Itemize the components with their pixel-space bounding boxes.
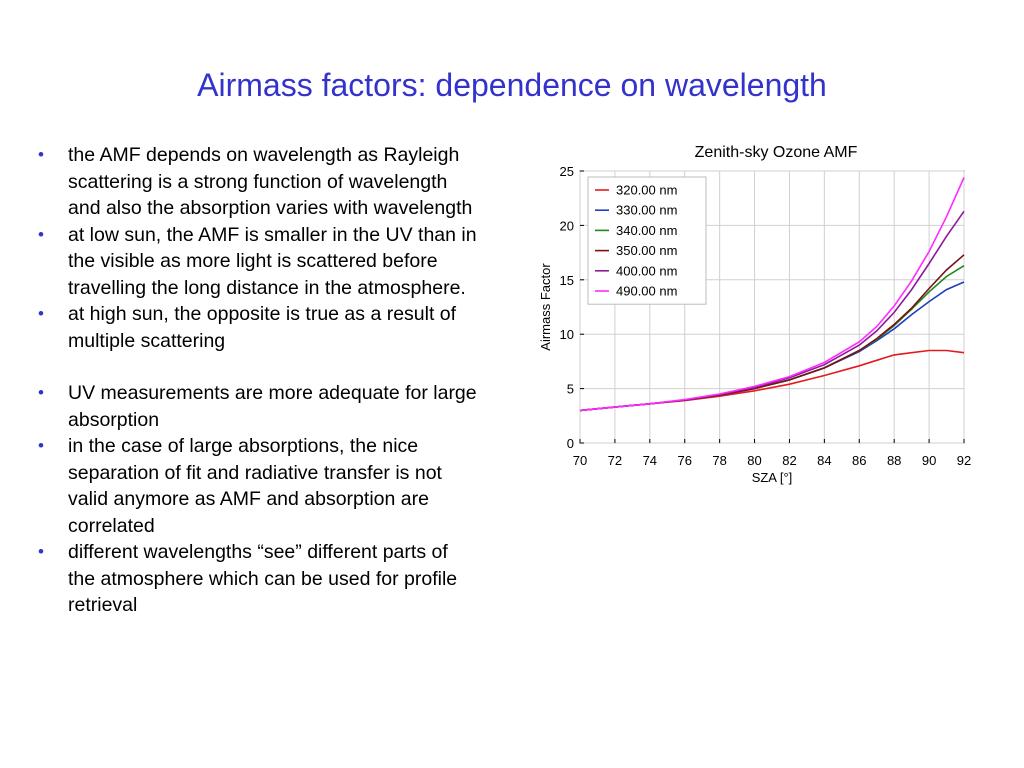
- x-tick-label: 84: [817, 453, 831, 468]
- legend-box: [587, 176, 707, 305]
- bullet-dot: •: [38, 224, 44, 244]
- bullet-item: • at low sun, the AMF is smaller in the U…: [38, 222, 478, 302]
- bullet-text: in the case of large absorptions, the ni…: [68, 435, 442, 537]
- slide-title: Airmass factors: dependence on wavelengt…: [197, 67, 827, 103]
- bullet-dot: •: [38, 304, 44, 323]
- x-tick-label: 74: [643, 453, 657, 468]
- chart-title: Zenith-sky Ozone AMF: [695, 144, 858, 161]
- axis-ticks: 70 72 74 76 78 80 82 84 86 88 90 92 0 5 10 15 20 25: [560, 164, 972, 468]
- legend-label: 340.00 nm: [616, 223, 677, 238]
- y-tick-label: 0: [567, 436, 574, 451]
- legend-label: 320.00 nm: [616, 183, 677, 198]
- y-tick-label: 25: [560, 164, 574, 179]
- bullet-text: UV measurements are more adequate for la…: [68, 382, 477, 431]
- amf-chart: Zenith-sky Ozone AMF 70 72 74 76 78 80 82 84 86 8…: [538, 144, 972, 485]
- bullet-item: • UV measurements are more adequate for l…: [38, 380, 478, 433]
- bullet-dot: •: [38, 145, 44, 164]
- x-tick-label: 80: [747, 453, 761, 468]
- bullet-item: • the AMF depends on wavelength as Raylei…: [38, 142, 478, 222]
- legend-label: 350.00 nm: [616, 243, 677, 258]
- bullet-dot: •: [38, 436, 44, 455]
- y-tick-label: 15: [560, 273, 574, 288]
- legend-label: 490.00 nm: [616, 284, 677, 299]
- bullet-spacer: [38, 354, 478, 380]
- y-tick-label: 20: [560, 218, 574, 233]
- y-tick-label: 10: [560, 327, 574, 342]
- x-tick-label: 78: [712, 453, 726, 468]
- bullet-dot: •: [38, 383, 44, 402]
- y-axis-label: Airmass Factor: [538, 263, 553, 351]
- legend-label: 330.00 nm: [616, 203, 677, 218]
- series-lines: [579, 177, 965, 412]
- bullet-text: the AMF depends on wavelength as Rayleig…: [68, 144, 473, 219]
- x-tick-label: 90: [922, 453, 936, 468]
- bullet-text: at low sun, the AMF is smaller in the UV…: [68, 223, 477, 299]
- legend: 320.00 nm 330.00 nm 340.00 nm 350.00 nm 400.…: [587, 176, 707, 305]
- x-tick-label: 86: [852, 453, 866, 468]
- bullet-item: • different wavelengths “see” different p…: [38, 539, 478, 619]
- x-tick-label: 70: [573, 453, 587, 468]
- x-axis-label: SZA [°]: [752, 470, 793, 485]
- x-tick-label: 76: [677, 453, 691, 468]
- bullet-dot: •: [38, 542, 44, 561]
- x-tick-label: 82: [782, 453, 796, 468]
- bullet-text: at high sun, the opposite is true as a r…: [68, 303, 457, 352]
- bullet-text: different wavelengths “see” different pa…: [68, 541, 458, 616]
- x-tick-label: 92: [957, 453, 971, 468]
- bullet-item: • in the case of large absorptions, the n…: [38, 433, 478, 539]
- x-tick-label: 88: [887, 453, 901, 468]
- bullet-list: • the AMF depends on wavelength as Raylei…: [38, 142, 478, 619]
- bullet-item: • at high sun, the opposite is true as a …: [38, 301, 478, 354]
- legend-label: 400.00 nm: [616, 263, 677, 278]
- y-tick-label: 5: [567, 382, 574, 397]
- series-line: [579, 177, 965, 412]
- x-tick-label: 72: [608, 453, 622, 468]
